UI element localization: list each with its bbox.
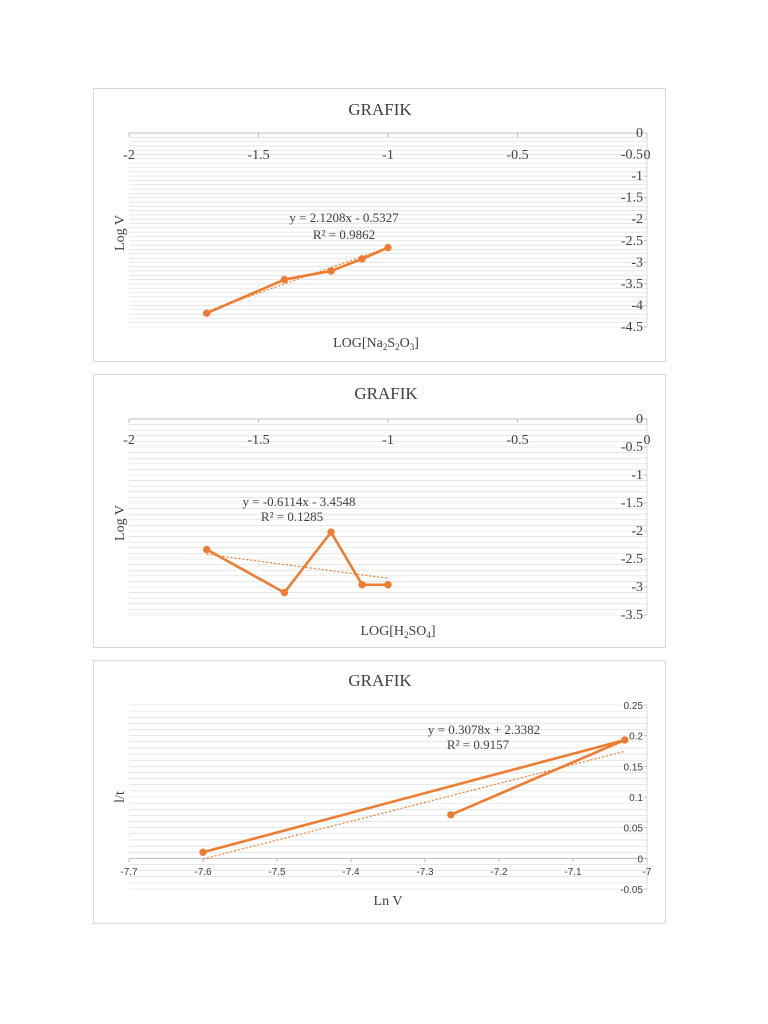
chart-3-series-line	[202, 738, 627, 854]
chart-3-ylabel: l/t	[113, 791, 128, 803]
chart-1-data-point	[384, 243, 392, 252]
chart-1-y-tick-label: -1.5	[621, 191, 643, 206]
chart-3-y-tick-label: 0.2	[629, 732, 643, 743]
chart-1-data-point	[280, 275, 289, 284]
chart-3-trendline	[202, 750, 625, 860]
chart-1-x-tick-label: -0.5	[506, 148, 528, 163]
chart-3-x-tick-label: -7.6	[194, 867, 212, 878]
chart-3-x-tick-label: -7.5	[268, 867, 286, 878]
chart-3-y-tick-label: 0.1	[629, 793, 643, 804]
chart-3-x-tick-label: -7.4	[342, 867, 360, 878]
chart-1-y-tick-label: -0.5	[621, 148, 643, 163]
chart-3-equation: y = 0.3078x + 2.3382	[428, 722, 540, 737]
chart-2-data-point	[280, 588, 289, 597]
chart-2-y-tick-label: -3.5	[621, 608, 643, 623]
chart-1-x-tick-label: -1	[382, 148, 394, 163]
chart-1-y-tick-label: -2	[631, 212, 643, 227]
chart-2-y-tick-label: -1	[631, 468, 643, 483]
chart-2-y-tick-label: -1.5	[621, 496, 643, 511]
chart-3-data-point	[199, 848, 207, 856]
chart-1-y-tick-label: -4	[631, 298, 643, 313]
chart-2-data-point	[327, 528, 335, 536]
chart-1-equation: y = 2.1208x - 0.5327	[289, 210, 399, 225]
chart-1-svg: GRAFIK 0-0.5-1-1.5-2-2.5-3-3.5-4-4.5-2 -1…	[113, 100, 651, 352]
chart-3-svg: GRAFIK 0.25 0.2 0.15 0.1 0.05 0 -0.05 -7.7 -7.6 -…	[113, 671, 652, 909]
chart-3-x-tick-label: -7.1	[564, 867, 582, 878]
chart-1-data-point	[203, 309, 211, 317]
chart-2-y-tick-label: -2	[631, 524, 643, 539]
chart-3-title: GRAFIK	[348, 671, 412, 690]
chart-3-ticks: 0.25 0.2 0.15 0.1 0.05 0 -0.05 -7.7 -7.6 -7.5 -7.4…	[120, 701, 651, 896]
chart-1-y-tick-label: -1	[631, 169, 643, 184]
chart-3-y-tick-label: 0.25	[624, 701, 644, 712]
chart-3-x-tick-label: -7.7	[120, 867, 138, 878]
chart-1-series	[203, 243, 392, 317]
chart-1-x-tick-label: -1.5	[247, 148, 269, 163]
chart-3-y-tick-label: -0.05	[620, 885, 643, 896]
chart-1-data-point	[327, 267, 335, 275]
chart-3-x-tick-label: -7.2	[490, 867, 508, 878]
chart-2-ticks: 0-0.5-1-1.5-2-2.5-3-3.5-2 -1.5 -1 -0.5 0	[123, 412, 650, 623]
chart-3-data-point	[621, 736, 629, 744]
chart-1-y-tick-label: -4.5	[621, 320, 643, 335]
chart-3-y-tick-label: 0.15	[624, 762, 644, 773]
chart-3-x-tick-label: -7	[643, 867, 652, 878]
chart-2-trendline	[206, 553, 389, 579]
chart-1-r2: R² = 0.9862	[313, 227, 375, 242]
chart-1-y-tick-label: -3.5	[621, 277, 643, 292]
chart-2-x-tick-label: -1.5	[247, 433, 269, 448]
chart-3-grid	[129, 704, 648, 890]
chart-1-xlabel: LOG[Na2S2O3]	[333, 336, 419, 352]
chart-2-x-tick-label: -2	[123, 433, 135, 448]
chart-1-y-tick-label: -2.5	[621, 234, 643, 249]
chart-panel-2: GRAFIK 0 -0.5 -1 -1.5 -2 -2.5 -3 -3.5 -2 -1.5 -1 -0…	[93, 374, 666, 648]
chart-2-y-tick-label: -3	[631, 580, 643, 595]
chart-2-y-tick-label: -0.5	[621, 440, 643, 455]
chart-2-data-point	[384, 581, 392, 589]
chart-2-title: GRAFIK	[354, 384, 418, 403]
chart-1-x-tick-label: 0	[644, 148, 651, 163]
chart-1-ylabel: Log V	[113, 215, 128, 251]
chart-1-x-tick-label: -2	[123, 148, 135, 163]
chart-2-y-tick-label: 0	[636, 412, 643, 427]
chart-3-trendline-path	[202, 750, 625, 860]
chart-3-x-tick-label: -7.3	[416, 867, 434, 878]
chart-1-title: GRAFIK	[348, 100, 412, 119]
chart-2-x-tick-label: -0.5	[506, 433, 528, 448]
chart-3-y-tick-label: 0.05	[624, 824, 644, 835]
chart-2-equation: y = -0.6114x - 3.4548	[242, 494, 355, 509]
chart-panel-1: GRAFIK 0 -0.5 -1 -1.5 -2 -2.5 -3 -3.5 -4 -4.5 -2 -1…	[93, 88, 666, 362]
chart-2-data-point	[203, 545, 211, 554]
chart-2-series	[203, 528, 392, 597]
chart-3-r2: R² = 0.9157	[447, 737, 510, 752]
chart-2-r2: R² = 0.1285	[261, 509, 323, 524]
chart-2-data-point	[358, 581, 366, 589]
chart-2-x-tick-label: 0	[644, 433, 651, 448]
chart-2-x-tick-label: -1	[382, 433, 394, 448]
chart-2-svg: GRAFIK 0-0.5-1-1.5-2-2.5-3-3.5-2 -1.5 -1 -0…	[113, 384, 651, 640]
chart-1-y-tick-label: 0	[636, 126, 643, 141]
chart-1-ticks: 0-0.5-1-1.5-2-2.5-3-3.5-4-4.5-2 -1.5 -1 -0.…	[123, 126, 650, 335]
chart-panel-3: GRAFIK 0.25 0.2 0.15 0.1 0.05 0 -0.05 -7.7 -7.6 -…	[93, 660, 666, 924]
chart-2-trendline-path	[206, 553, 389, 579]
chart-1-data-point	[358, 255, 366, 263]
chart-3-xlabel: Ln V	[374, 894, 403, 909]
chart-2-y-tick-label: -2.5	[621, 552, 643, 567]
chart-3-y-tick-label: 0	[637, 854, 643, 865]
chart-3-series	[199, 736, 629, 856]
chart-2-ylabel: Log V	[113, 505, 128, 541]
chart-2-xlabel: LOG[H2SO4]	[360, 624, 435, 640]
chart-3-data-point	[447, 811, 455, 819]
chart-1-grid	[129, 132, 648, 328]
chart-2-grid	[129, 418, 648, 616]
chart-1-y-tick-label: -3	[631, 255, 643, 270]
